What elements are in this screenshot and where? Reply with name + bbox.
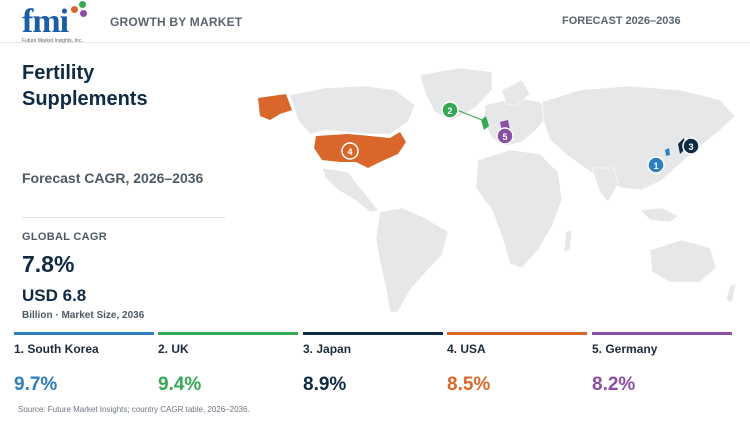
south-korea-shape xyxy=(665,148,670,156)
marker-4-label: 4 xyxy=(347,147,352,157)
usa-cagr-value: 8.5% xyxy=(447,374,491,395)
japan-color-bar xyxy=(303,332,443,335)
marker-2-label: 2 xyxy=(447,106,452,116)
header-bar: fmi Future Market Insights, Inc. GROWTH … xyxy=(0,0,750,44)
global-cagr-value: 7.8% xyxy=(22,251,75,277)
marker-5-label: 5 xyxy=(502,132,507,142)
south-korea-cagr-value: 9.7% xyxy=(14,374,58,395)
japan-label: 3. Japan xyxy=(303,342,352,356)
page-title: Fertility Supplements xyxy=(22,62,148,110)
new-zealand-shape xyxy=(725,283,737,303)
world-map: 4 2 5 3 1 xyxy=(258,67,737,313)
alaska-shape xyxy=(258,94,292,120)
marker-5: 5 xyxy=(496,127,514,145)
usa-label: 4. USA xyxy=(447,342,486,356)
marker-1: 1 xyxy=(647,156,665,174)
section-label: GROWTH BY MARKET xyxy=(110,15,243,29)
south-korea-color-bar xyxy=(14,332,154,335)
germany-cagr-value: 8.2% xyxy=(592,374,636,395)
panel-divider xyxy=(22,217,225,218)
forecast-subtitle: Forecast CAGR, 2026–2036 xyxy=(22,170,204,186)
logo-dot-green xyxy=(79,1,86,8)
japan-cagr-value: 8.9% xyxy=(303,374,347,395)
fmi-logo: fmi Future Market Insights, Inc. xyxy=(22,1,92,44)
logo-dot-orange xyxy=(71,6,78,13)
logo-dot-purple xyxy=(80,10,87,17)
india-shape xyxy=(591,167,619,203)
germany-label: 5. Germany xyxy=(592,342,658,356)
market-size-note: Billion · Market Size, 2036 xyxy=(22,310,145,321)
marker-3-label: 3 xyxy=(688,142,693,152)
logo-subtext: Future Market Insights, Inc. xyxy=(22,38,83,44)
south-america-shape xyxy=(375,207,449,313)
uk-leader-line xyxy=(456,109,483,121)
scandinavia-shape xyxy=(501,79,531,107)
asia-shape xyxy=(541,85,736,191)
uk-label: 2. UK xyxy=(158,342,189,356)
land-masses xyxy=(289,67,737,313)
market-size-value: USD 6.8 xyxy=(22,286,87,305)
marker-4: 4 xyxy=(341,142,359,160)
marker-1-label: 1 xyxy=(653,161,658,171)
south-korea-label: 1. South Korea xyxy=(14,342,99,356)
canada-shape xyxy=(289,85,416,135)
australia-shape xyxy=(649,239,717,283)
source-note: Source: Future Market Insights; country … xyxy=(18,405,250,414)
global-cagr-label: GLOBAL CAGR xyxy=(22,231,107,243)
marker-2: 2 xyxy=(441,101,459,119)
usa-color-bar xyxy=(447,332,587,335)
logo-wordmark: fmi xyxy=(22,3,69,40)
uk-cagr-value: 9.4% xyxy=(158,374,202,395)
greenland-shape xyxy=(419,67,493,121)
madagascar-shape xyxy=(563,229,573,253)
southeast-asia-shape xyxy=(639,207,679,223)
forecast-label: FORECAST 2026–2036 xyxy=(562,15,681,27)
germany-color-bar xyxy=(592,332,732,335)
usa-shape xyxy=(314,132,406,168)
uk-color-bar xyxy=(158,332,298,335)
mexico-shape xyxy=(321,167,379,213)
marker-3: 3 xyxy=(682,137,700,155)
africa-shape xyxy=(475,149,563,269)
uk-shape xyxy=(481,116,489,130)
